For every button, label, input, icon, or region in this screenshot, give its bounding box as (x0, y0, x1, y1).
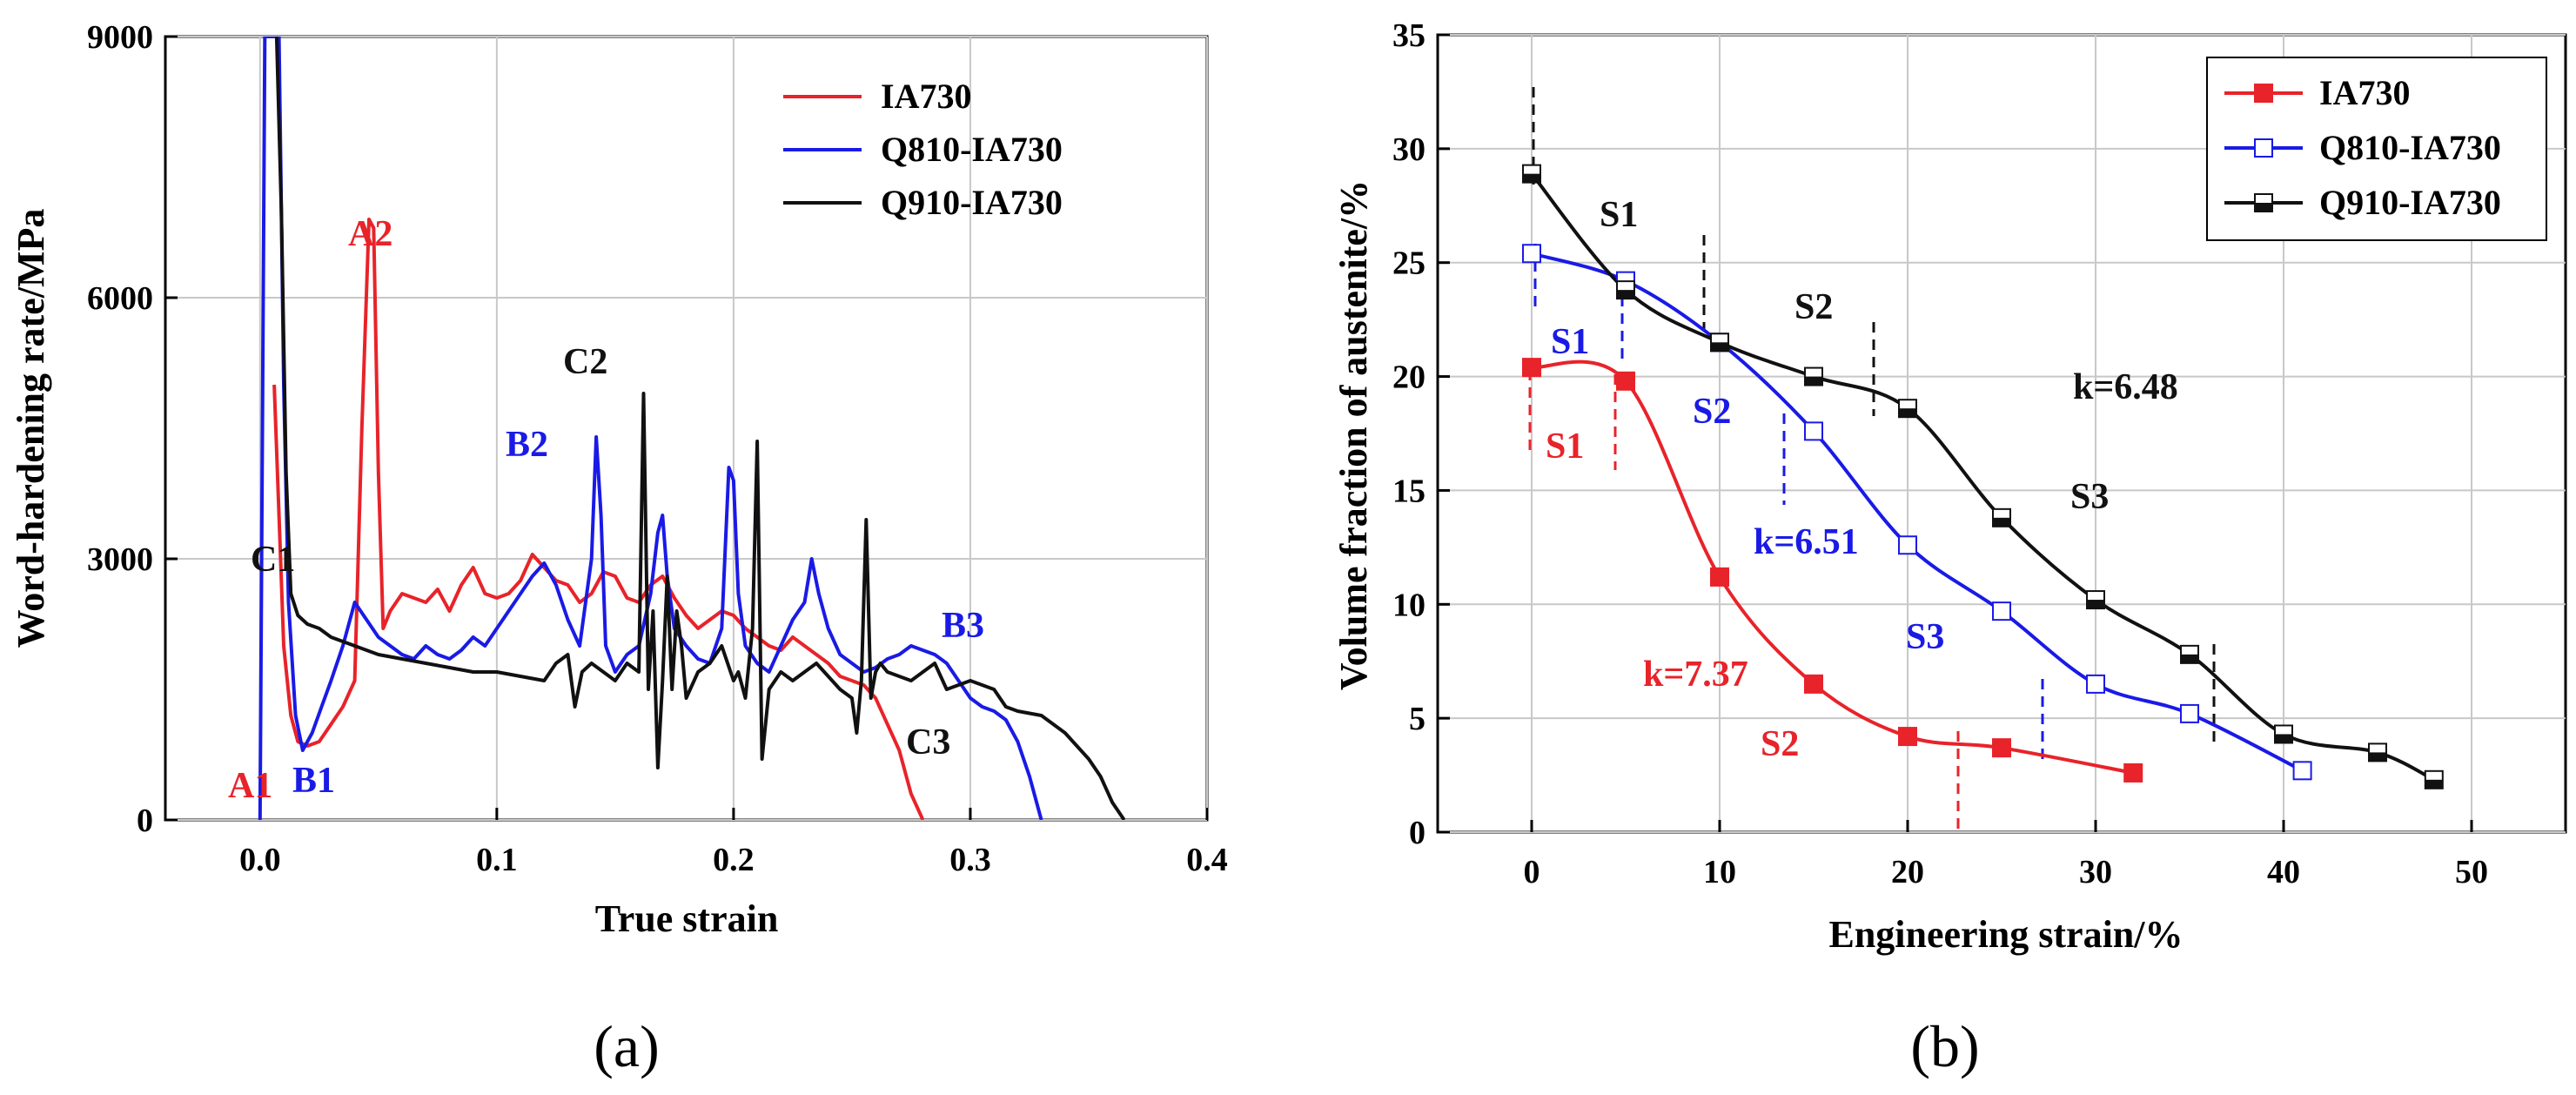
x-tick-label-a: 0.4 (1186, 842, 1228, 878)
y-tick-label-b: 20 (1392, 359, 1426, 396)
annotation-blue-s2: S2 (1693, 392, 1731, 432)
annotation-a2: A2 (348, 214, 392, 254)
annotation-red-s1: S1 (1546, 427, 1584, 467)
series-b (1522, 164, 2444, 789)
stage-dividers (1528, 87, 2216, 831)
y-tick-label-b: 15 (1392, 473, 1426, 509)
panel-label-b: (b) (1910, 1013, 1979, 1079)
legend-b: IA730 Q810-IA730 Q910-IA730 (2206, 57, 2547, 241)
data-point-ia730 (1710, 567, 1729, 587)
series-a (258, 37, 1126, 820)
grid-b (1438, 34, 2566, 833)
annotation-a1: A1 (228, 766, 272, 806)
annotation-black-k: k=6.48 (2073, 367, 2178, 407)
annotation-blue-s1: S1 (1551, 322, 1589, 362)
legend-label-q910-a: Q910-IA730 (881, 183, 1063, 222)
legend-label-q810-a: Q810-IA730 (881, 130, 1063, 169)
data-point-q810-ia730 (1992, 601, 2011, 621)
y-axis-label-b: Volume fraction of austenite/% (1332, 180, 1375, 690)
annotation-c1: C1 (251, 540, 295, 580)
annotation-black-s2: S2 (1794, 287, 1833, 327)
y-tick-label-b: 5 (1409, 701, 1426, 737)
data-point-q910-ia730-half (1899, 408, 1916, 418)
legend-label-ia730-b: IA730 (2319, 73, 2410, 112)
legend-marker-ia730-b (2254, 84, 2273, 103)
x-tick-label-b: 10 (1703, 854, 1736, 890)
x-axis-label-b: Engineering strain/% (1828, 913, 2183, 956)
x-axis-label-a: True strain (595, 897, 779, 940)
legend-label-ia730-a: IA730 (881, 77, 971, 116)
y-tick-label-b: 30 (1392, 131, 1426, 168)
legend-label-q910-b: Q910-IA730 (2319, 183, 2501, 222)
data-point-q910-ia730-half (1805, 376, 1822, 386)
ticks-b: 0 10 20 30 40 50 0 5 10 15 20 25 30 35 (1392, 17, 2488, 890)
annotation-black-s1: S1 (1600, 195, 1638, 235)
data-point-q910-ia730-half (2425, 779, 2443, 789)
annotation-black-s3: S3 (2070, 477, 2109, 517)
annotation-b1: B1 (292, 761, 335, 801)
x-tick-label-b: 50 (2455, 854, 2488, 890)
data-point-q910-ia730-half (2181, 654, 2198, 663)
annotation-blue-k: k=6.51 (1754, 522, 1859, 562)
annotation-b2: B2 (506, 425, 548, 465)
annotation-c3: C3 (906, 722, 950, 762)
data-point-ia730 (1522, 358, 1541, 378)
x-tick-label-b: 40 (2267, 854, 2300, 890)
data-point-q810-ia730 (2180, 703, 2199, 723)
x-tick-label-b: 30 (2079, 854, 2112, 890)
annotation-red-k: k=7.37 (1643, 655, 1748, 695)
data-point-q910-ia730-half (2087, 600, 2104, 609)
data-point-q810-ia730 (1898, 535, 1917, 555)
data-point-q910-ia730-half (2369, 752, 2386, 762)
data-point-q910-ia730-half (1711, 342, 1728, 352)
data-point-q810-ia730 (2086, 674, 2105, 694)
annotations-a: A1 A2 B1 B2 B3 C1 C2 C3 (228, 214, 984, 806)
x-tick-label-b: 0 (1524, 854, 1540, 890)
data-point-q910-ia730-half (2275, 734, 2292, 743)
x-tick-label-a: 0.0 (239, 842, 281, 878)
y-tick-label-a: 0 (137, 803, 153, 839)
series-line-ia730-b (1531, 359, 2134, 775)
x-tick-label-a: 0.1 (476, 842, 518, 878)
y-tick-label-b: 35 (1392, 17, 1426, 54)
data-point-ia730 (1616, 371, 1635, 391)
data-point-q910-ia730-half (1617, 290, 1634, 299)
panel-label-a: (a) (594, 1013, 659, 1079)
data-point-ia730 (1804, 674, 1823, 694)
annotation-red-s2: S2 (1761, 724, 1799, 764)
legend-marker-q910-b-half (2255, 203, 2272, 212)
y-tick-label-a: 9000 (87, 19, 153, 56)
data-point-ia730 (1992, 738, 2011, 758)
data-point-q910-ia730-half (1523, 173, 1540, 183)
data-point-q910-ia730-half (1993, 517, 2010, 527)
chart-b: 0 10 20 30 40 50 0 5 10 15 20 25 30 35 S1 S2 k=6.48 S… (1332, 17, 2567, 1079)
data-point-q810-ia730 (1804, 421, 1823, 441)
legend-marker-q810-b (2254, 138, 2273, 158)
legend-label-q810-b: Q810-IA730 (2319, 128, 2501, 167)
x-tick-label-b: 20 (1891, 854, 1924, 890)
y-tick-label-b: 25 (1392, 245, 1426, 282)
annotation-blue-s3: S3 (1906, 617, 1944, 657)
annotation-b3: B3 (942, 606, 984, 646)
y-tick-label-b: 10 (1392, 587, 1426, 623)
annotation-c2: C2 (563, 342, 607, 382)
y-tick-label-a: 6000 (87, 280, 153, 317)
annotations-b: S1 S2 k=6.48 S3 S1 S2 k=6.51 S3 S1 k=7.3… (1546, 195, 2178, 764)
chart-a: 0.0 0.1 0.2 0.3 0.4 0 3000 6000 9000 A1 A2 B1 B2… (10, 19, 1228, 1079)
x-tick-label-a: 0.2 (713, 842, 755, 878)
series-line-ia730-a (272, 218, 925, 820)
data-point-ia730 (2123, 762, 2143, 783)
series-line-q910-ia730-a (274, 37, 1126, 820)
y-tick-label-b: 0 (1409, 815, 1426, 851)
data-point-q810-ia730 (2292, 761, 2312, 781)
x-tick-label-a: 0.3 (949, 842, 991, 878)
y-axis-label-a: Word-hardening rate/MPa (10, 209, 52, 648)
data-point-q810-ia730 (1522, 244, 1541, 264)
ticks-a: 0.0 0.1 0.2 0.3 0.4 0 3000 6000 9000 (87, 19, 1228, 878)
legend-a: IA730 Q810-IA730 Q910-IA730 (783, 77, 1063, 222)
data-point-ia730 (1898, 727, 1917, 747)
y-tick-label-a: 3000 (87, 541, 153, 578)
